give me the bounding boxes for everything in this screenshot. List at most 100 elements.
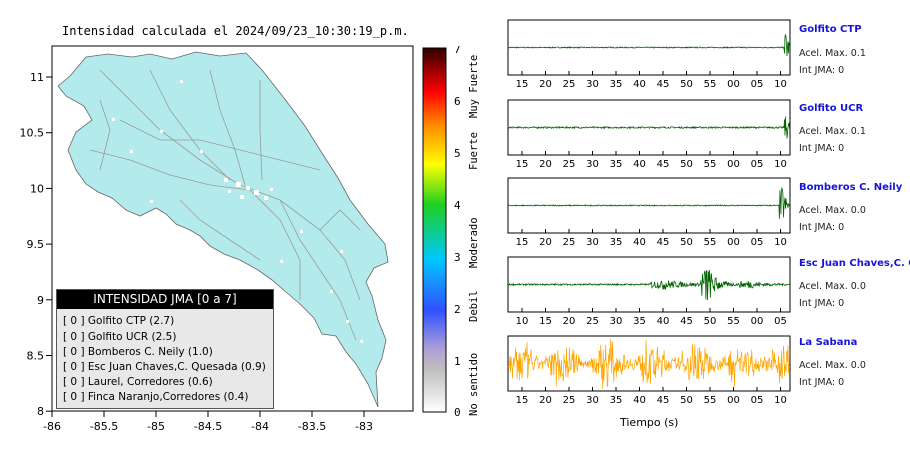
- time-tick-label: 05: [751, 237, 764, 248]
- time-tick-label: 20: [563, 316, 576, 327]
- time-tick-label: 25: [563, 159, 576, 170]
- time-tick-label: 50: [680, 79, 693, 90]
- time-tick-label: 45: [657, 159, 670, 170]
- station-jma: Int JMA: 0: [799, 377, 845, 388]
- time-tick-label: 35: [610, 237, 623, 248]
- station-name: Golfito UCR: [799, 103, 864, 114]
- time-tick-label: 55: [704, 159, 717, 170]
- scale-word-fuerte: Fuerte: [468, 132, 480, 170]
- station-name: Esc Juan Chaves,C. Qu: [799, 258, 910, 269]
- map-title: Intensidad calculada el 2024/09/23_10:30…: [62, 24, 409, 38]
- scale-number: 3: [454, 251, 461, 264]
- station-name: Golfito CTP: [799, 24, 862, 35]
- trace-panel: 15 20 25 30 35 40 45 50 55 00 05 10: [507, 335, 791, 406]
- seismogram-panels: 15 20 25 30 35 40 45 50 55 00 05 10 15 20 25 30 35 40 45 50…: [507, 19, 791, 406]
- lat-tick-label: 8.5: [27, 350, 45, 363]
- lon-tick-label: -85.5: [90, 420, 118, 433]
- station-jma: Int JMA: 0: [799, 298, 845, 309]
- time-tick-label: 20: [539, 395, 552, 406]
- lat-tick-label: 11: [30, 71, 44, 84]
- time-tick-label: 40: [633, 395, 646, 406]
- legend-row: [ 0 ] Bomberos C. Neily (1.0): [63, 346, 213, 358]
- scale-word-no-sentido: No sentido: [468, 353, 480, 416]
- scale-number: 5: [454, 147, 461, 160]
- lat-tick-label: 9.5: [27, 238, 45, 251]
- time-tick-label: 50: [680, 395, 693, 406]
- station-jma: Int JMA: 0: [799, 143, 845, 154]
- intensity-color-scale: 7 6 5 4 3 2 1 0 Muy Fuerte Fuerte Modera…: [422, 46, 480, 419]
- waveform: [507, 187, 791, 219]
- station-acel: Acel. Max. 0.1: [799, 126, 866, 137]
- costa-rica-land: [57, 51, 389, 408]
- waveform: [507, 116, 791, 139]
- color-bar: [422, 47, 447, 413]
- time-tick-label: 10: [774, 395, 787, 406]
- time-tick-label: 30: [586, 159, 599, 170]
- scale-number: 4: [454, 199, 461, 212]
- time-tick-label: 25: [563, 237, 576, 248]
- time-tick-label: 15: [539, 316, 552, 327]
- scale-word-muy-fuerte: Muy Fuerte: [468, 55, 480, 118]
- lat-tick-label: 9: [37, 294, 44, 307]
- lon-tick-label: -85: [147, 420, 165, 433]
- time-tick-label: 55: [704, 395, 717, 406]
- time-tick-label: 50: [704, 316, 717, 327]
- scale-number: 0: [454, 406, 461, 419]
- legend-row: [ 0 ] Laurel, Corredores (0.6): [63, 376, 213, 388]
- legend-row: [ 0 ] Finca Naranjo,Corredores (0.4): [63, 391, 249, 403]
- legend-row: [ 0 ] Esc Juan Chaves,C. Quesada (0.9): [63, 361, 266, 373]
- waveform: [507, 338, 791, 389]
- time-tick-label: 15: [516, 395, 529, 406]
- time-tick-label: 40: [633, 237, 646, 248]
- trace-panel: 15 20 25 30 35 40 45 50 55 00 05 10: [507, 19, 791, 90]
- time-tick-label: 35: [610, 395, 623, 406]
- trace-panel: 15 20 25 30 35 40 45 50 55 00 05 10: [507, 177, 791, 248]
- station-acel: Acel. Max. 0.0: [799, 360, 866, 371]
- time-tick-label: 30: [610, 316, 623, 327]
- time-tick-label: 20: [539, 159, 552, 170]
- time-tick-label: 10: [774, 237, 787, 248]
- time-tick-label: 55: [704, 237, 717, 248]
- time-tick-label: 20: [539, 79, 552, 90]
- time-tick-label: 00: [727, 159, 740, 170]
- scale-number: 7: [454, 46, 461, 56]
- time-tick-label: 45: [657, 395, 670, 406]
- time-axis-label: Tiempo (s): [620, 416, 679, 429]
- time-tick-label: 40: [657, 316, 670, 327]
- legend-row: [ 0 ] Golfito CTP (2.7): [63, 315, 175, 327]
- time-tick-label: 00: [727, 237, 740, 248]
- waveform: [507, 33, 791, 57]
- trace-panel: 10 15 20 25 30 35 40 45 50 55 00 05: [507, 256, 791, 327]
- time-tick-label: 35: [610, 79, 623, 90]
- time-tick-label: 00: [727, 395, 740, 406]
- station-name: Bomberos C. Neily: [799, 182, 903, 193]
- scale-word-moderado: Moderado: [468, 217, 480, 268]
- lat-tick-label: 10: [30, 182, 44, 195]
- time-tick-label: 15: [516, 159, 529, 170]
- time-tick-label: 00: [751, 316, 764, 327]
- time-tick-label: 45: [657, 79, 670, 90]
- scale-number: 6: [454, 95, 461, 108]
- time-tick-label: 30: [586, 237, 599, 248]
- station-name: La Sabana: [799, 337, 858, 348]
- time-tick-label: 55: [727, 316, 740, 327]
- time-tick-label: 25: [563, 395, 576, 406]
- station-jma: Int JMA: 0: [799, 65, 845, 76]
- time-tick-label: 30: [586, 395, 599, 406]
- waveform: [507, 269, 791, 301]
- time-tick-label: 15: [516, 237, 529, 248]
- time-tick-label: 35: [610, 159, 623, 170]
- time-tick-label: 55: [704, 79, 717, 90]
- latitude-axis: 11 10.5 10 9.5 9 8.5 8: [20, 71, 52, 418]
- time-tick-label: 05: [751, 79, 764, 90]
- time-tick-label: 45: [657, 237, 670, 248]
- time-tick-label: 00: [727, 79, 740, 90]
- lon-tick-label: -83.5: [298, 420, 326, 433]
- time-tick-label: 05: [751, 395, 764, 406]
- station-jma: Int JMA: 0: [799, 222, 845, 233]
- time-tick-label: 05: [751, 159, 764, 170]
- time-tick-label: 50: [680, 159, 693, 170]
- legend-title: INTENSIDAD JMA [0 a 7]: [57, 290, 273, 309]
- lat-tick-label: 8: [37, 405, 44, 418]
- station-acel: Acel. Max. 0.0: [799, 205, 866, 216]
